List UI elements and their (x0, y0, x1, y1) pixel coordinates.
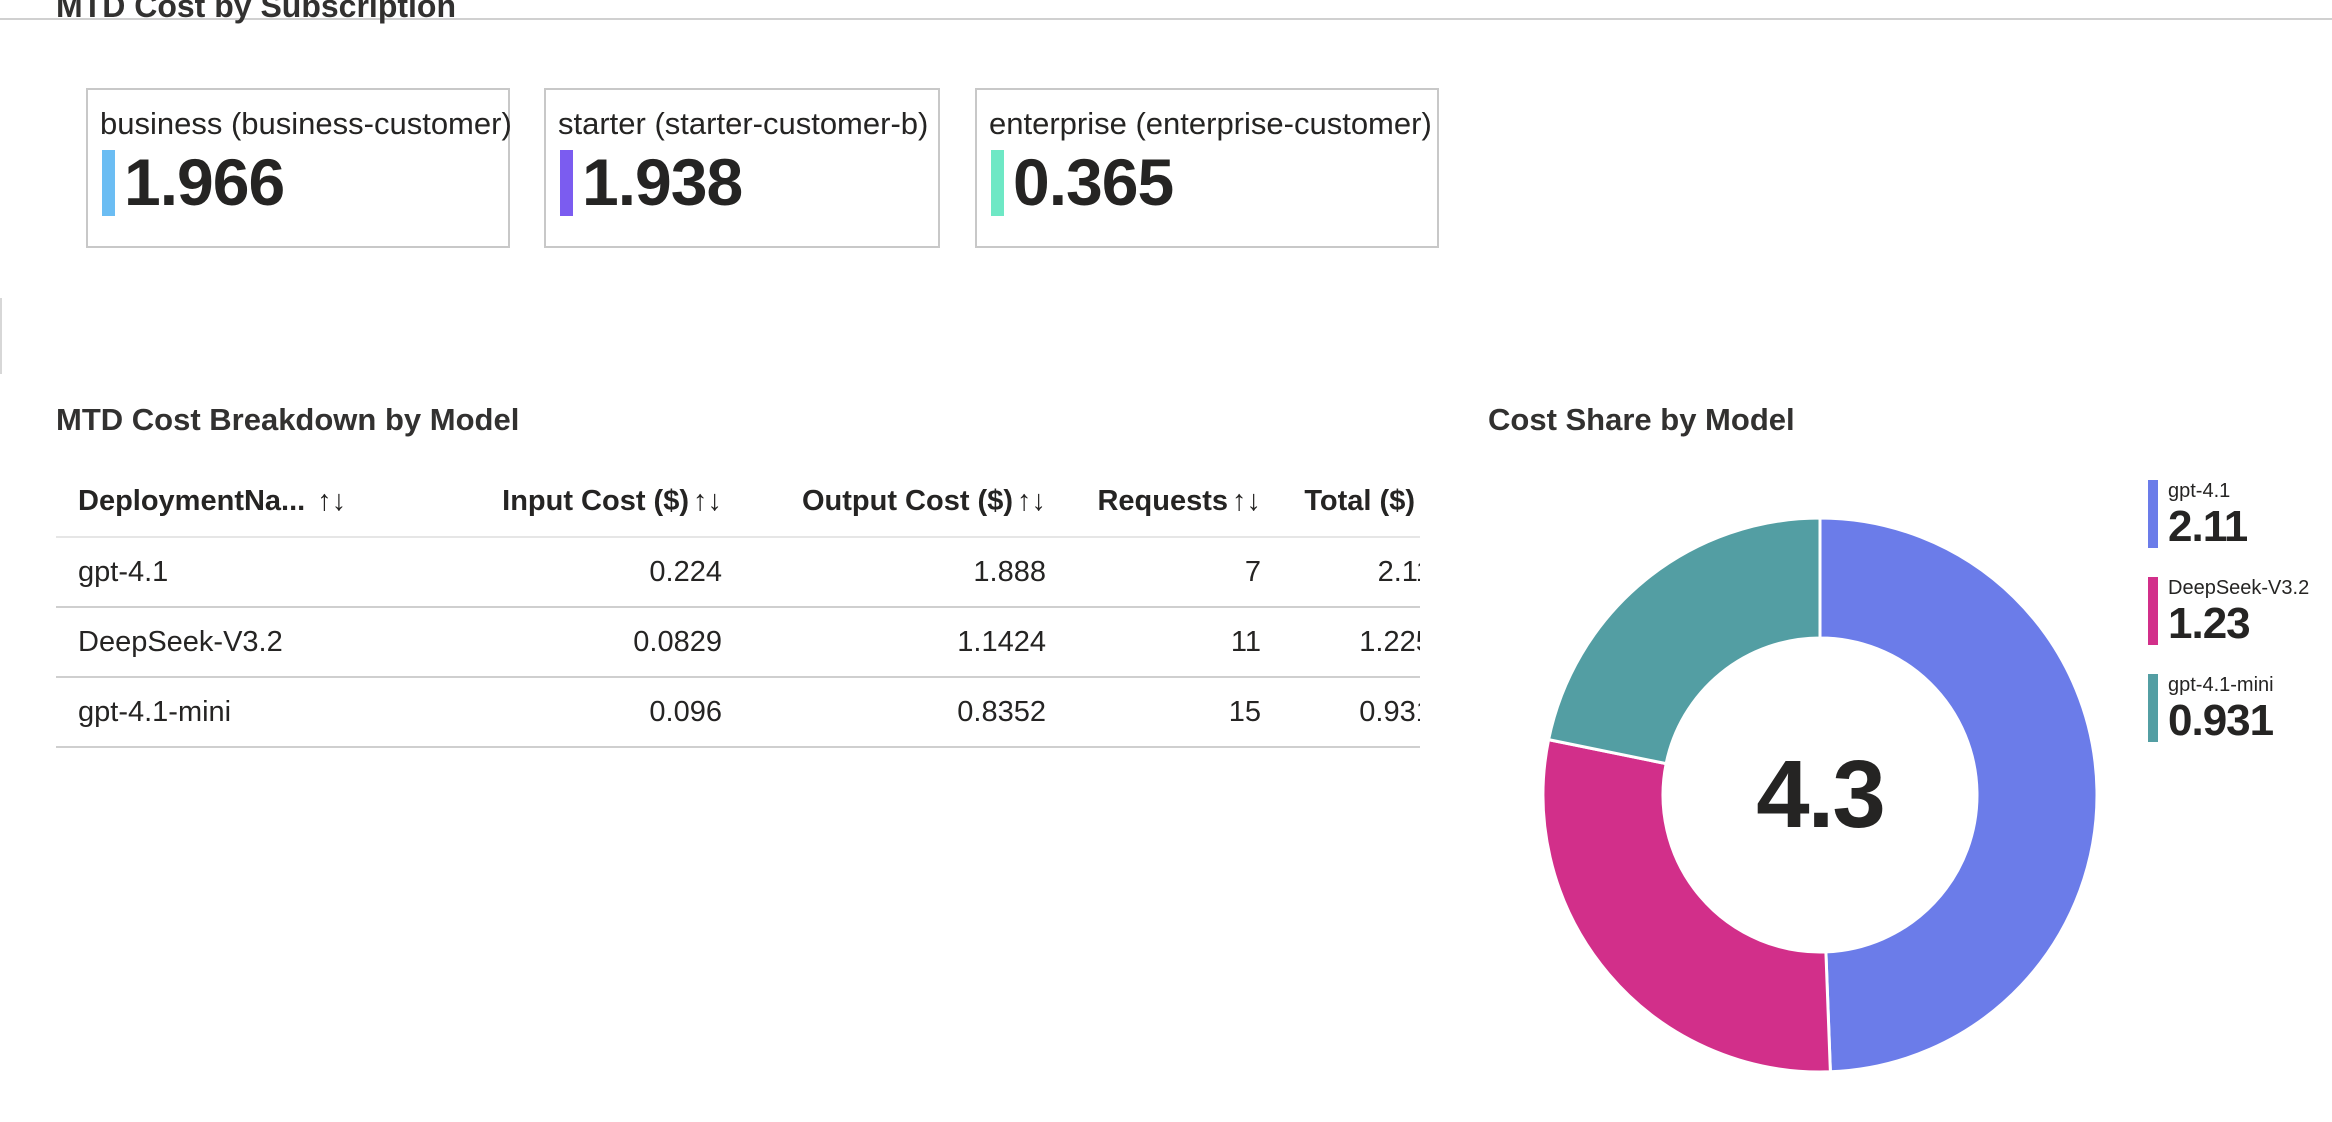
legend-color-bar (2148, 674, 2158, 742)
subscription-card-value: 1.938 (582, 145, 743, 219)
legend-value: 2.11 (2168, 502, 2248, 551)
column-header-total[interactable]: Total ($)↑↓ (1269, 466, 1420, 538)
donut-slice-gpt-4-1-mini[interactable] (1546, 516, 1822, 766)
table-cell-deployment-name: gpt-4.1-mini (56, 677, 400, 748)
legend-item-deepseek-v3-2[interactable]: DeepSeek-V3.2 1.23 (2148, 577, 2332, 657)
legend-color-bar (2148, 480, 2158, 548)
table-cell-requests: 11 (1054, 607, 1269, 678)
subscription-card-label: starter (starter-customer-b) (558, 106, 929, 141)
table-cell-requests: 7 (1054, 537, 1269, 608)
column-header-label: Input Cost ($) (502, 484, 689, 517)
table-cell-deployment-name: gpt-4.1 (56, 537, 400, 608)
legend-color-bar (2148, 577, 2158, 645)
legend-item-gpt-4-1[interactable]: gpt-4.1 2.11 (2148, 480, 2332, 560)
table-cell-deployment-name: DeepSeek-V3.2 (56, 607, 400, 678)
cost-share-donut-chart: 4.3 (1530, 505, 2110, 1085)
subscription-color-bar (560, 150, 573, 216)
top-divider (0, 18, 2332, 20)
share-section-title: Cost Share by Model (1488, 402, 1795, 437)
breakdown-section-title: MTD Cost Breakdown by Model (56, 402, 520, 437)
table-cell-input-cost: 0.0829 (400, 607, 730, 678)
subscription-section-title: MTD Cost by Subscription (56, 0, 456, 24)
subscription-card-enterprise[interactable]: enterprise (enterprise-customer) 0.365 (975, 88, 1439, 248)
donut-slice-deepseek-v3-2[interactable] (1541, 737, 1832, 1074)
table-row[interactable]: gpt-4.1 0.224 1.888 7 2.112 (56, 537, 1420, 608)
sort-icon: ↑↓ (1419, 485, 1420, 517)
column-header-label: Output Cost ($) (801, 484, 1013, 517)
sort-icon: ↑↓ (1017, 484, 1046, 517)
sort-icon: ↑↓ (693, 484, 722, 517)
legend-value: 1.23 (2168, 599, 2251, 648)
subscription-card-starter[interactable]: starter (starter-customer-b) 1.938 (544, 88, 940, 248)
column-header-label: Requests (1097, 484, 1228, 517)
sort-icon: ↑↓ (317, 484, 347, 517)
subscription-card-value: 0.365 (1013, 145, 1174, 219)
cost-breakdown-table: DeploymentNa... ↑↓ Input Cost ($) ↑↓ Outpu… (56, 466, 1420, 756)
table-cell-output-cost: 0.8352 (730, 677, 1054, 748)
table-header-row: DeploymentNa... ↑↓ Input Cost ($) ↑↓ Outpu… (56, 466, 1420, 538)
table-cell-total: 0.9312 (1269, 677, 1420, 748)
subscription-color-bar (991, 150, 1004, 216)
column-header-input-cost[interactable]: Input Cost ($) ↑↓ (400, 466, 730, 538)
subscription-card-label: enterprise (enterprise-customer) (989, 106, 1432, 141)
subscription-card-label: business (business-customer) (100, 106, 512, 141)
legend-label: gpt-4.1-mini (2168, 674, 2274, 696)
table-row[interactable]: gpt-4.1-mini 0.096 0.8352 15 0.9312 (56, 677, 1420, 748)
column-header-label: Total ($) (1304, 484, 1415, 517)
table-row[interactable]: DeepSeek-V3.2 0.0829 1.1424 11 1.2253 (56, 607, 1420, 678)
sort-icon: ↑↓ (1232, 484, 1261, 517)
subscription-color-bar (102, 150, 115, 216)
column-header-output-cost[interactable]: Output Cost ($) ↑↓ (730, 466, 1054, 538)
column-header-label: DeploymentNa... (78, 484, 306, 517)
left-edge-divider (0, 298, 2, 374)
donut-slice-gpt-4-1[interactable] (1818, 516, 2099, 1074)
table-cell-output-cost: 1.888 (730, 537, 1054, 608)
table-cell-output-cost: 1.1424 (730, 607, 1054, 678)
column-header-deployment-name[interactable]: DeploymentNa... ↑↓ (56, 466, 400, 538)
donut-chart-svg (1541, 516, 2099, 1074)
subscription-card-business[interactable]: business (business-customer) 1.966 (86, 88, 512, 248)
legend-value: 0.931 (2168, 696, 2274, 745)
table-cell-requests: 15 (1054, 677, 1269, 748)
table-cell-total: 2.112 (1269, 537, 1420, 608)
column-header-requests[interactable]: Requests ↑↓ (1054, 466, 1269, 538)
table-cell-input-cost: 0.224 (400, 537, 730, 608)
table-cell-input-cost: 0.096 (400, 677, 730, 748)
subscription-card-value: 1.966 (124, 145, 285, 219)
legend-item-gpt-4-1-mini[interactable]: gpt-4.1-mini 0.931 (2148, 674, 2332, 754)
legend-label: gpt-4.1 (2168, 480, 2231, 502)
table-cell-total: 1.2253 (1269, 607, 1420, 678)
legend-label: DeepSeek-V3.2 (2168, 577, 2310, 599)
